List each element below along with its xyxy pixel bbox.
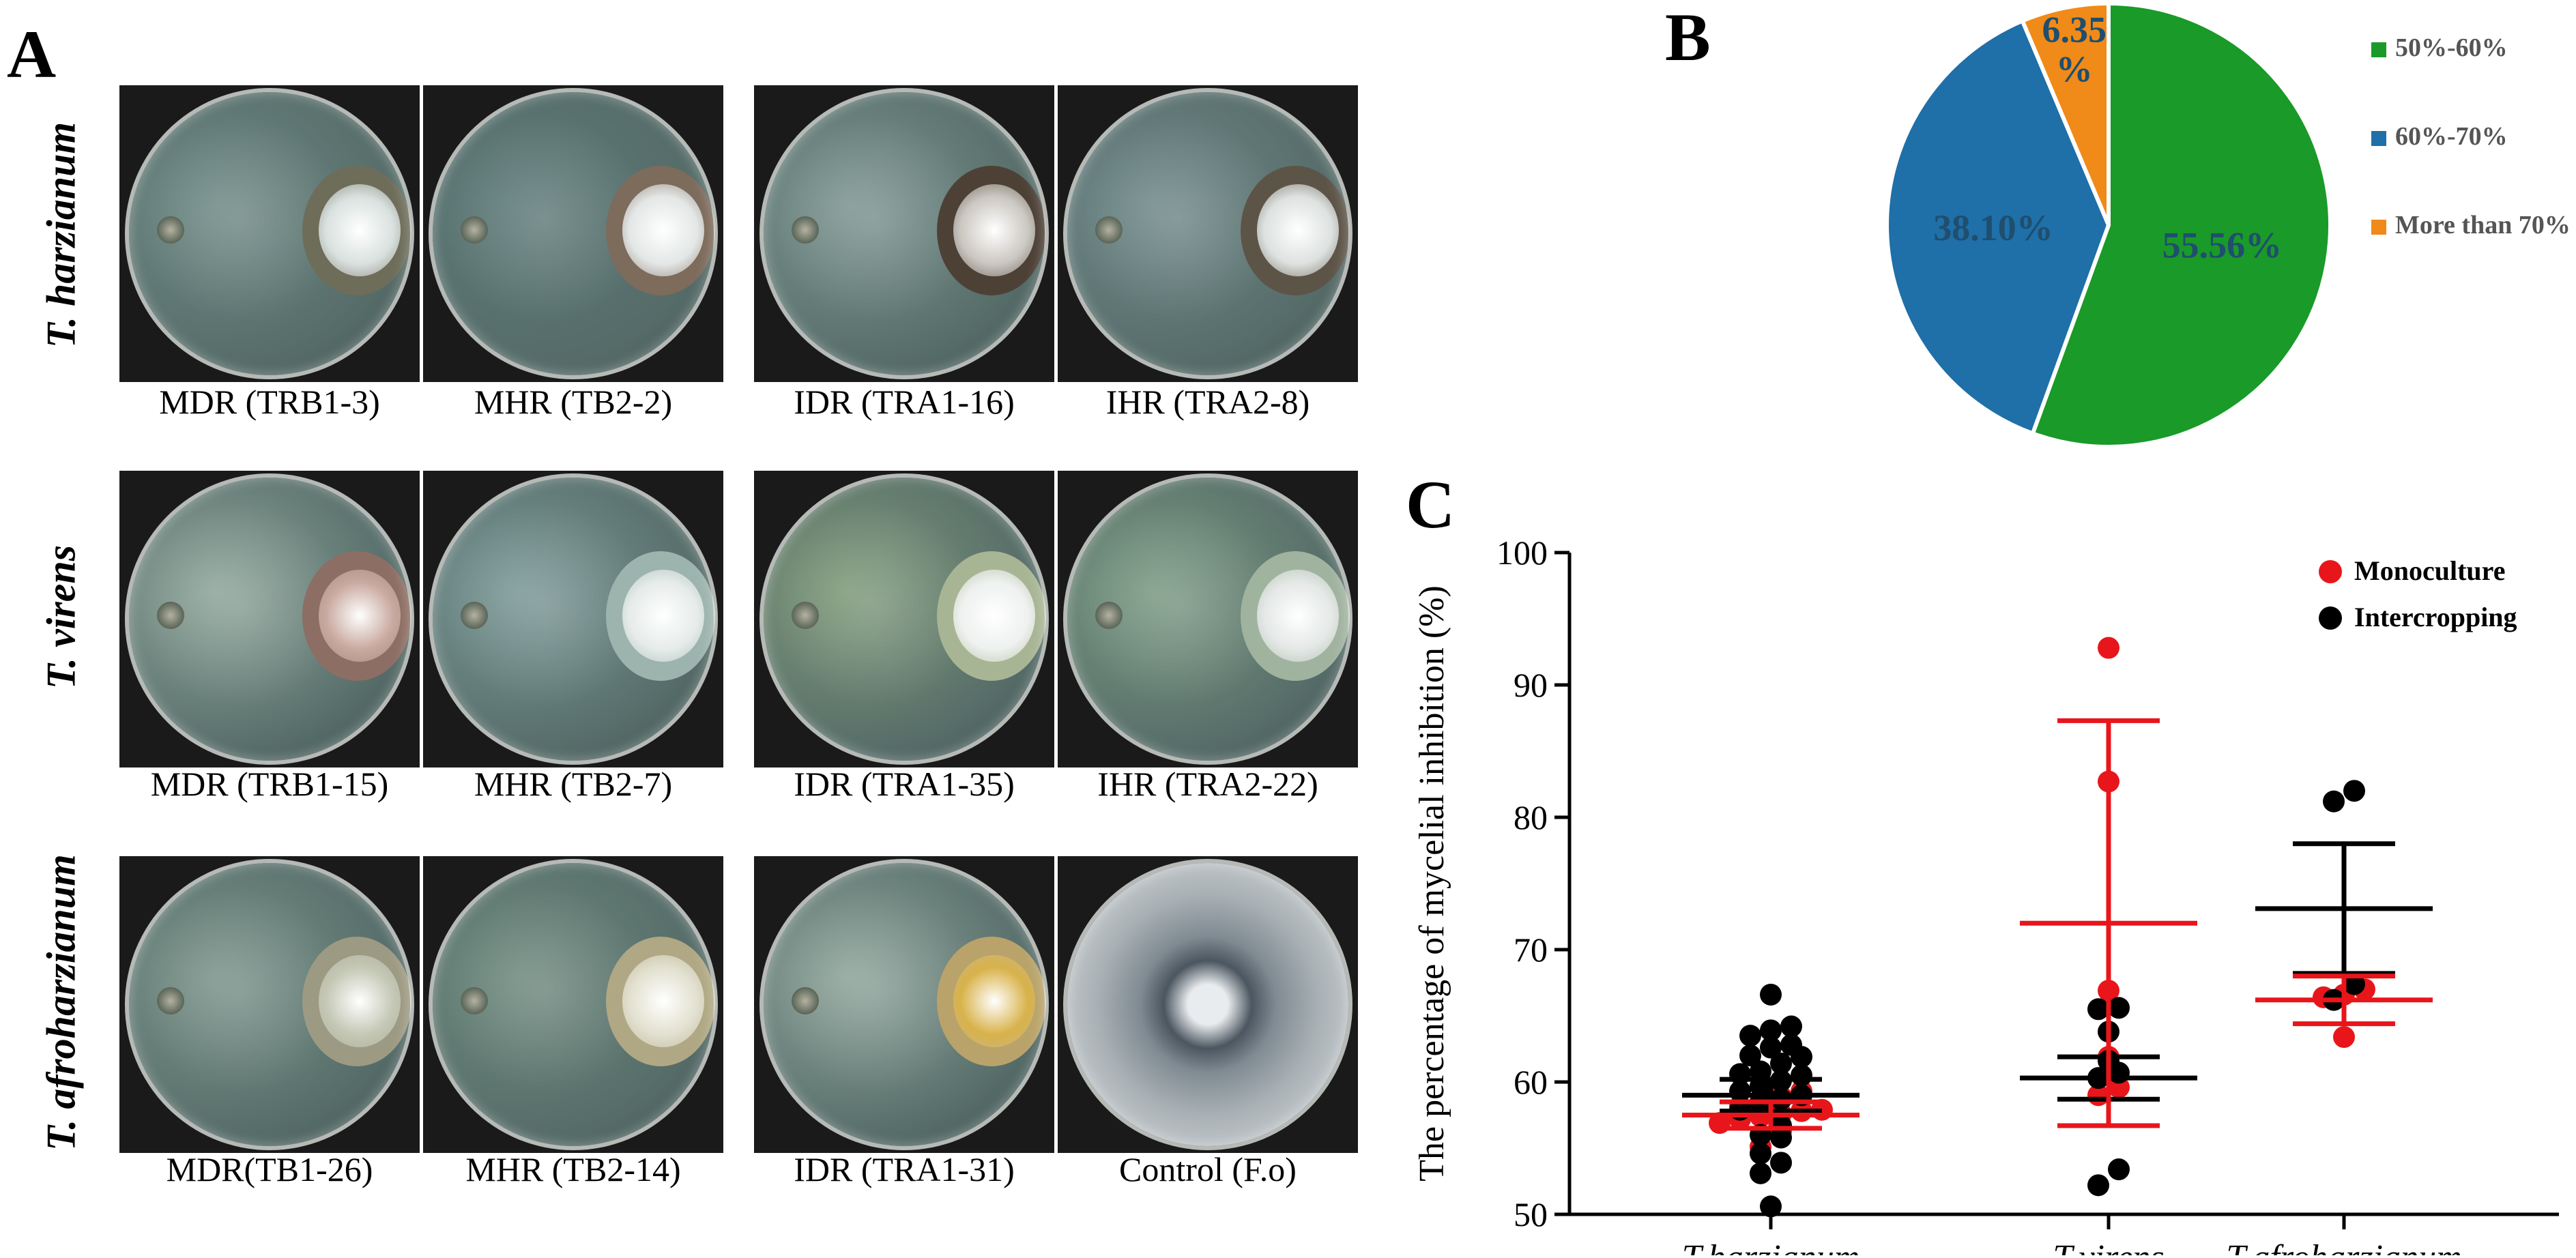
panel-label-b: B bbox=[1665, 0, 1711, 75]
plate-caption: MDR (TRB1-15) bbox=[150, 765, 389, 803]
intercropping-point bbox=[1739, 1025, 1761, 1047]
plate-caption: MDR(TB1-26) bbox=[166, 1150, 373, 1188]
y-tick-label: 80 bbox=[1514, 798, 1548, 836]
plate-caption: MDR (TRB1-3) bbox=[159, 383, 380, 421]
pie-chart: 55.56% 38.10% 6.35% 50%-60% 60%-70% More tha… bbox=[1885, 1, 2571, 449]
petri-plate-9 bbox=[119, 856, 420, 1153]
petri-plate-6 bbox=[423, 471, 723, 767]
dish-rim bbox=[125, 88, 414, 379]
dish-rim bbox=[759, 88, 1049, 379]
x-tick-label: T.harzianum bbox=[1682, 1238, 1860, 1255]
pie-slice-label-0: 55.56% bbox=[2162, 224, 2283, 265]
intercropping-point bbox=[1760, 983, 1782, 1006]
dish-rim bbox=[1063, 473, 1352, 765]
pie-slice-label-1: 38.10% bbox=[1933, 207, 2053, 248]
intercropping-point bbox=[1750, 1162, 1771, 1184]
pie-slice-1 bbox=[1885, 18, 2111, 437]
dish-rim bbox=[125, 859, 414, 1150]
petri-plate-12 bbox=[1058, 856, 1358, 1153]
intercropping-point bbox=[2108, 1158, 2130, 1181]
scatter-chart: 50 60 70 80 90 100 T.harzianum T.virens T.afroha… bbox=[1413, 533, 2559, 1255]
y-tick-label: 90 bbox=[1514, 666, 1548, 704]
dish-rim bbox=[429, 88, 718, 379]
dish-rim bbox=[1063, 88, 1352, 379]
y-axis-label: The percentage of mycelial inhibition (%… bbox=[1413, 585, 1451, 1182]
pie-slice-label-2-0: 6.35 bbox=[2042, 10, 2107, 50]
row-label-1: T. virens bbox=[38, 544, 84, 690]
monoculture-point bbox=[2333, 1026, 2355, 1049]
plate-caption: MHR (TB2-14) bbox=[465, 1150, 681, 1188]
pie-slice-label-2-1: % bbox=[2056, 49, 2093, 90]
petri-plate-11 bbox=[754, 856, 1054, 1153]
intercropping-point bbox=[1750, 1060, 1771, 1083]
intercropping-point bbox=[2087, 998, 2109, 1021]
legend-marker-0 bbox=[2319, 560, 2342, 583]
intercropping-point bbox=[1780, 1034, 1802, 1056]
x-tick-label: T.virens bbox=[2053, 1238, 2164, 1255]
monoculture-point bbox=[2098, 637, 2119, 659]
dish-rim bbox=[759, 473, 1049, 765]
plate-caption: IHR (TRA2-8) bbox=[1105, 383, 1310, 421]
dish-rim bbox=[429, 859, 718, 1150]
plate-caption: MHR (TB2-7) bbox=[474, 765, 673, 803]
intercropping-point bbox=[2087, 1174, 2109, 1197]
intercropping-point bbox=[2108, 997, 2130, 1019]
legend-swatch-0 bbox=[2371, 42, 2386, 57]
y-tick-label: 50 bbox=[1514, 1195, 1548, 1233]
intercropping-point bbox=[1750, 1142, 1771, 1165]
plate-caption: IDR (TRA1-16) bbox=[794, 383, 1015, 421]
dish-rim bbox=[759, 859, 1049, 1150]
intercropping-point bbox=[2323, 790, 2345, 813]
petri-plate-10 bbox=[423, 856, 723, 1153]
intercropping-point bbox=[1739, 1044, 1761, 1067]
plate-caption: IDR (TRA1-35) bbox=[794, 765, 1015, 803]
legend-label-1: 60%-70% bbox=[2395, 122, 2508, 151]
intercropping-point bbox=[1780, 1015, 1802, 1038]
intercropping-point bbox=[2343, 973, 2365, 995]
y-tick-label: 70 bbox=[1514, 931, 1548, 969]
petri-plate-1 bbox=[119, 85, 420, 382]
plate-caption: MHR (TB2-2) bbox=[474, 383, 673, 421]
plate-caption: IHR (TRA2-22) bbox=[1097, 765, 1318, 803]
panel-label-a: A bbox=[7, 16, 57, 92]
legend-label-1: Intercropping bbox=[2354, 602, 2517, 632]
legend-marker-1 bbox=[2319, 606, 2342, 630]
dish-rim bbox=[429, 473, 718, 765]
petri-plate-2 bbox=[423, 85, 723, 382]
pie-slice-2 bbox=[2019, 1, 2111, 226]
y-tick-label: 100 bbox=[1496, 533, 1548, 572]
legend-swatch-2 bbox=[2371, 220, 2386, 235]
petri-plate-7 bbox=[754, 471, 1054, 767]
legend-label-0: 50%-60% bbox=[2395, 33, 2508, 62]
y-tick-label: 60 bbox=[1514, 1063, 1548, 1101]
row-label-0: T. harzianum bbox=[38, 121, 84, 349]
petri-plate-4 bbox=[1058, 85, 1358, 382]
plate-caption: IDR (TRA1-31) bbox=[794, 1150, 1015, 1188]
legend-label-0: Monoculture bbox=[2354, 555, 2505, 586]
petri-plate-5 bbox=[119, 471, 420, 767]
intercropping-point bbox=[1760, 1195, 1782, 1218]
petri-plate-3 bbox=[754, 85, 1054, 382]
plate-caption: Control (F.o) bbox=[1119, 1150, 1297, 1188]
x-tick-label: T.afroharzianum bbox=[2226, 1238, 2461, 1255]
legend-label-2: More than 70% bbox=[2395, 211, 2571, 239]
petri-plate-8 bbox=[1058, 471, 1358, 767]
intercropping-point bbox=[1760, 1019, 1782, 1042]
intercropping-point bbox=[1760, 1036, 1782, 1059]
row-label-2: T. afroharzianum bbox=[38, 854, 84, 1151]
intercropping-point bbox=[1770, 1115, 1792, 1137]
pie-slice-0 bbox=[2030, 1, 2332, 449]
intercropping-point bbox=[1770, 1052, 1792, 1074]
legend-swatch-1 bbox=[2371, 131, 2386, 146]
intercropping-point bbox=[2343, 780, 2365, 802]
dish-rim bbox=[1063, 859, 1352, 1150]
dish-rim bbox=[125, 473, 414, 765]
intercropping-point bbox=[1770, 1152, 1792, 1174]
panel-label-c: C bbox=[1406, 467, 1456, 542]
